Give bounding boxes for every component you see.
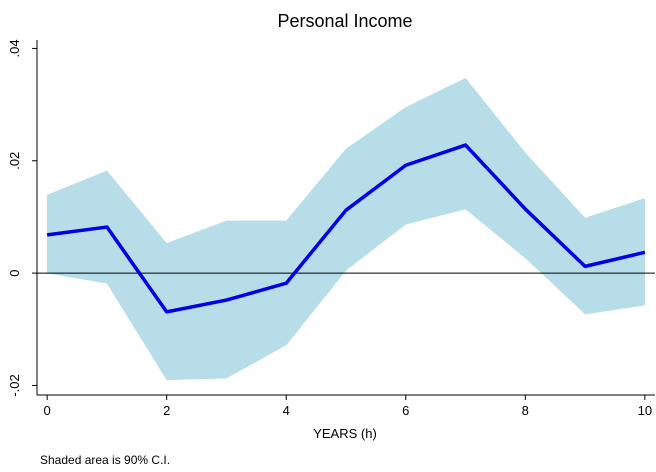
y-tick-label: .02 [7, 152, 22, 170]
ci-band [465, 77, 526, 259]
x-tick-label: 10 [638, 403, 652, 418]
ci-band [106, 170, 167, 381]
ci-band [584, 198, 646, 315]
x-tick-label: 4 [283, 403, 290, 418]
ci-band [525, 152, 586, 315]
y-tick-label: 0 [7, 269, 22, 276]
x-tick-label: 6 [402, 403, 409, 418]
line [46, 143, 646, 314]
ci-band [405, 77, 466, 225]
y-tick-label: .04 [7, 39, 22, 57]
x-tick-label: 0 [44, 403, 51, 418]
ci-band [226, 220, 287, 379]
x-tick-label: 8 [522, 403, 529, 418]
x-tick-label: 2 [163, 403, 170, 418]
chart-title: Personal Income [277, 11, 412, 31]
note: Shaded area is 90% C.I. [40, 453, 170, 467]
y-tick-label: -.02 [7, 374, 22, 396]
x-axis-title: YEARS (h) [313, 426, 377, 441]
